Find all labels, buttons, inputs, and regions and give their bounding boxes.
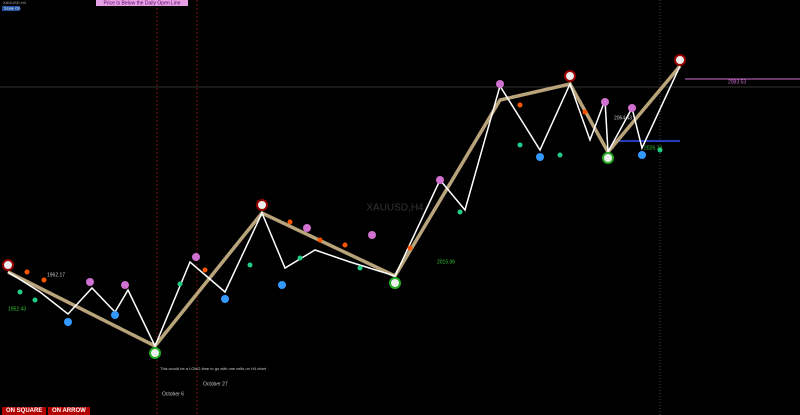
signal-dot xyxy=(303,224,311,232)
swing-arrow xyxy=(602,152,614,164)
signal-dot xyxy=(317,237,323,243)
price-label: 2026.74 xyxy=(644,145,662,151)
signal-dot xyxy=(64,318,72,326)
signal-dots xyxy=(2,54,686,359)
chart-note: This would be a LONG time to go with one… xyxy=(160,366,267,371)
signal-dot xyxy=(601,98,609,106)
signal-dot xyxy=(247,262,253,268)
scale-button-bg[interactable] xyxy=(2,6,20,11)
swing-arrow xyxy=(256,199,268,211)
swing-arrow xyxy=(149,347,161,359)
date-label: October 27 xyxy=(203,381,228,387)
signal-dot xyxy=(357,265,363,271)
signal-dot xyxy=(17,289,23,295)
signal-dot xyxy=(202,267,208,273)
swing-arrow xyxy=(389,277,401,289)
signal-dot xyxy=(41,277,47,283)
signal-dot xyxy=(24,269,30,275)
signal-dot xyxy=(111,311,119,319)
signal-dot xyxy=(32,297,38,303)
signal-dot xyxy=(278,281,286,289)
toggle-button[interactable]: ON ARROW xyxy=(48,407,90,415)
price-label: 1962.17 xyxy=(47,272,65,278)
banner-bg xyxy=(96,0,188,6)
signal-dot xyxy=(368,231,376,239)
signal-dot xyxy=(638,151,646,159)
minor-zigzag xyxy=(7,65,681,348)
scale-button[interactable]: Scale On xyxy=(4,6,20,11)
signal-dot xyxy=(121,281,129,289)
signal-dot xyxy=(628,104,636,112)
signal-dot xyxy=(536,153,544,161)
signal-dot xyxy=(517,142,523,148)
signal-dot xyxy=(457,209,463,215)
signal-dot xyxy=(582,109,588,115)
banner: Price Is Below the Daily Open Line xyxy=(104,0,181,6)
signal-dot xyxy=(407,245,413,251)
signal-dot xyxy=(342,242,348,248)
symbol-info: XAUUSD,H4 xyxy=(3,0,27,5)
swing-arrow xyxy=(564,70,576,82)
signal-dot xyxy=(657,147,663,153)
swing-arrow xyxy=(2,259,14,271)
signal-dot xyxy=(86,278,94,286)
signal-dot xyxy=(177,281,183,287)
price-label: 1952.43 xyxy=(8,306,26,312)
date-label: October 6 xyxy=(162,391,184,397)
toggle-button[interactable]: ON SQUARE xyxy=(2,407,47,415)
signal-dot xyxy=(496,80,504,88)
signal-dot xyxy=(436,176,444,184)
watermark: XAUUSD,H4 xyxy=(366,203,424,214)
swing-arrow xyxy=(674,54,686,66)
signal-dot xyxy=(192,253,200,261)
signal-dot xyxy=(221,295,229,303)
price-label: 2083.53 xyxy=(728,79,746,85)
signal-dot xyxy=(517,102,523,108)
signal-dot xyxy=(287,219,293,225)
signal-dot xyxy=(557,152,563,158)
price-label: 2015.06 xyxy=(437,259,455,265)
signal-dot xyxy=(297,255,303,261)
price-label: 2064.43 xyxy=(614,115,632,121)
